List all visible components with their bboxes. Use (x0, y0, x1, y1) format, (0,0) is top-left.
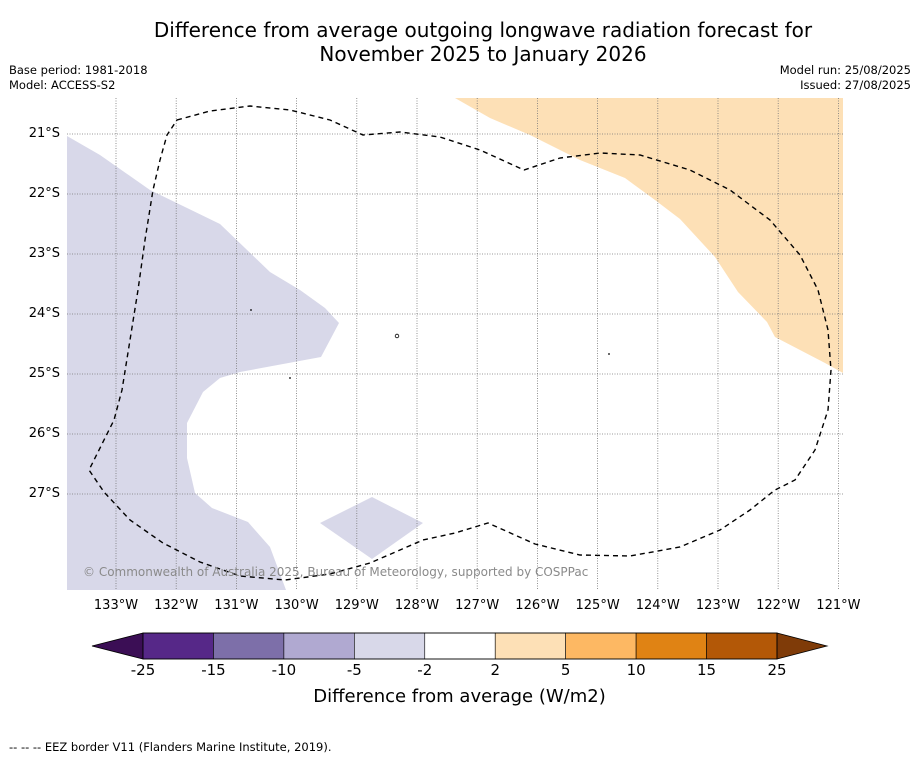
latitude-label: 21°S (28, 126, 60, 141)
positive-anomaly-region (455, 98, 843, 373)
longitude-label: 132°W (154, 598, 199, 613)
colorbar-tick-label: -25 (130, 661, 156, 679)
map-speck (250, 309, 252, 311)
colorbar-segment (424, 632, 496, 660)
longitude-label: 128°W (394, 598, 440, 613)
colorbar-tick-label: -5 (346, 661, 362, 679)
longitude-label: 133°W (93, 598, 139, 613)
longitude-label: 127°W (455, 598, 500, 613)
map-speck (289, 377, 291, 379)
map-title: Difference from average outgoing longwav… (0, 18, 919, 66)
issued-date: Issued: 27/08/2025 (800, 78, 911, 92)
eez-footnote: -- -- -- EEZ border V11 (Flanders Marine… (9, 740, 332, 754)
longitude-label: 126°W (515, 598, 560, 613)
colorbar-tick-label: -10 (271, 661, 297, 679)
colorbar-tick-label: 5 (560, 661, 571, 679)
longitude-label: 130°W (274, 598, 319, 613)
model-run: Model run: 25/08/2025 (779, 63, 911, 77)
model-name: Model: ACCESS-S2 (9, 78, 116, 92)
negative-anomaly-region (67, 136, 339, 590)
colorbar-tick-label: 10 (626, 661, 646, 679)
colorbar-high-extend (776, 632, 829, 660)
graticule (67, 98, 843, 590)
title-line-1: Difference from average outgoing longwav… (153, 18, 813, 42)
colorbar-tick-label: 2 (490, 661, 500, 679)
colorbar-frame (142, 632, 778, 660)
colorbar-segment (283, 632, 355, 660)
colorbar-segment (213, 632, 285, 660)
meta-right: Model run: 25/08/2025 Issued: 27/08/2025 (780, 63, 911, 93)
longitude-label: 129°W (334, 598, 379, 613)
meta-left: Base period: 1981-2018 Model: ACCESS-S2 (9, 63, 148, 93)
colorbar-segment (565, 632, 637, 660)
longitude-label: 125°W (575, 598, 620, 613)
colorbar-tick-label: 25 (767, 661, 787, 679)
colorbar-segment (354, 632, 426, 660)
eez-border (88, 105, 832, 581)
latitude-label: 27°S (28, 486, 60, 501)
map-speck (394, 333, 400, 339)
negative-anomaly-patch (320, 497, 423, 559)
colorbar-segment (142, 632, 214, 660)
latitude-label: 25°S (28, 366, 60, 381)
colorbar-segment (706, 632, 778, 660)
base-period: Base period: 1981-2018 (9, 63, 148, 77)
longitude-label: 124°W (635, 598, 680, 613)
map-speck (608, 353, 610, 355)
colorbar-tick-label: -15 (201, 661, 226, 679)
longitude-label: 121°W (816, 598, 861, 613)
colorbar-segment (494, 632, 566, 660)
colorbar-tick-label: 15 (697, 661, 717, 679)
colorbar-low-extend (91, 632, 144, 660)
latitude-label: 23°S (28, 246, 60, 261)
colorbar (91, 632, 829, 660)
colorbar-segment (635, 632, 707, 660)
longitude-label: 131°W (214, 598, 259, 613)
longitude-label: 123°W (695, 598, 741, 613)
title-line-2: November 2025 to January 2026 (319, 42, 647, 66)
latitude-label: 26°S (28, 426, 60, 441)
latitude-label: 24°S (28, 306, 60, 321)
longitude-label: 122°W (756, 598, 801, 613)
colorbar-title: Difference from average (W/m2) (313, 686, 606, 707)
colorbar-tick-label: -2 (417, 661, 433, 679)
copyright-text: © Commonwealth of Australia 2025, Bureau… (83, 565, 589, 579)
latitude-label: 22°S (28, 186, 60, 201)
